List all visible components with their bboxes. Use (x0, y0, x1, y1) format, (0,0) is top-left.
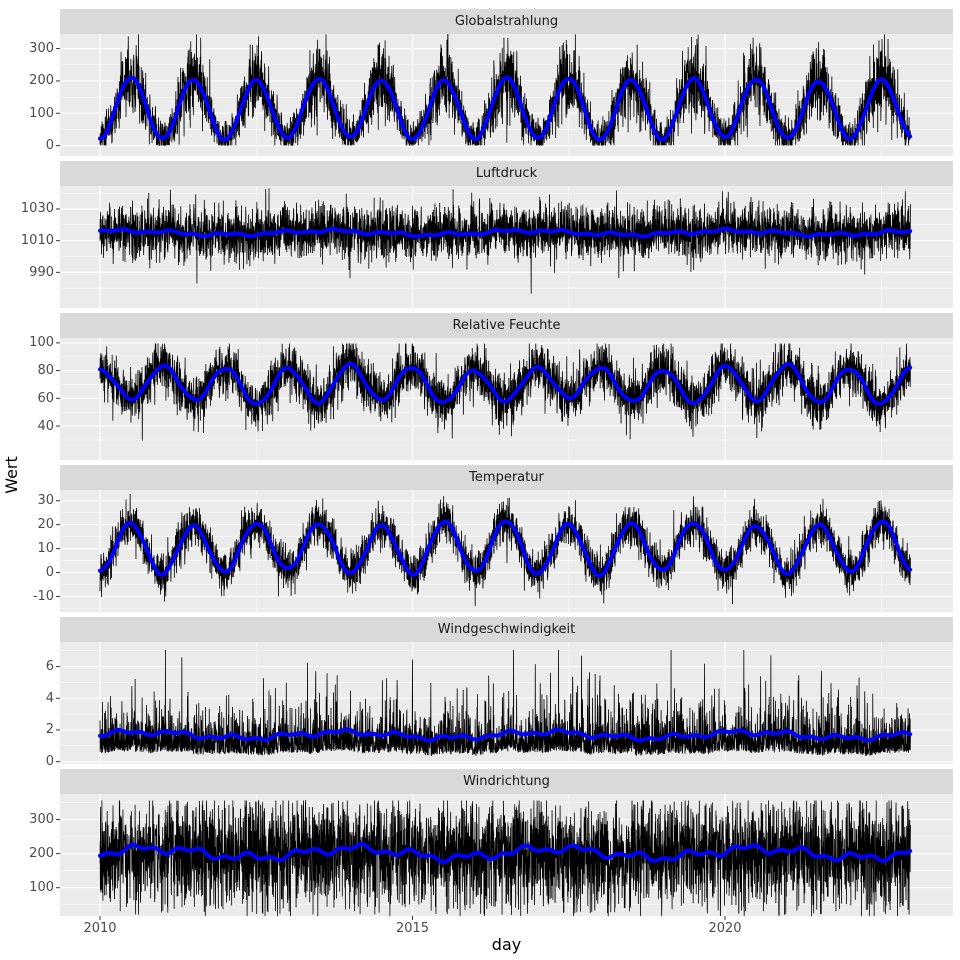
y-tick-label: 4 (45, 690, 54, 706)
facet-strip-label: Globalstrahlung (454, 14, 559, 29)
y-axis-title: Wert (2, 456, 21, 494)
y-tick-label: 300 (29, 41, 54, 57)
y-tick-label: 6 (45, 659, 54, 675)
y-tick-label: 20 (37, 517, 54, 533)
facet-strip-label: Windrichtung (463, 774, 550, 789)
y-tick-label: 0 (45, 754, 54, 770)
y-tick-label: 990 (29, 264, 54, 280)
facet-strip-label: Windgeschwindigkeit (437, 622, 576, 637)
y-tick-label: 30 (37, 493, 54, 509)
y-tick-label: 200 (29, 73, 54, 89)
facet-strip-label: Luftdruck (475, 166, 538, 181)
y-tick-label: 10 (37, 541, 54, 557)
y-tick-label: 2 (45, 722, 54, 738)
y-tick-label: 100 (29, 880, 54, 896)
x-axis-title: day (491, 935, 522, 954)
y-tick-label: 100 (29, 105, 54, 121)
y-tick-label: 0 (45, 138, 54, 154)
x-tick-label: 2015 (395, 921, 430, 936)
facet-strip-2: Relative Feuchte (60, 313, 953, 338)
facet-strip-label: Relative Feuchte (452, 318, 561, 333)
y-tick-label: 80 (37, 363, 54, 379)
facet-strip-3: Temperatur (60, 465, 953, 490)
y-tick-label: 1030 (20, 201, 54, 217)
x-tick-label: 2010 (83, 921, 117, 936)
facet-strip-0: Globalstrahlung (60, 9, 953, 34)
y-tick-label: 40 (37, 418, 54, 434)
facet-strip-5: Windrichtung (60, 769, 953, 794)
y-tick-label: 60 (37, 390, 54, 406)
y-tick-label: 300 (29, 812, 54, 828)
facet-strip-label: Temperatur (469, 470, 544, 485)
y-tick-label: 1010 (20, 233, 54, 249)
y-tick-label: -10 (32, 588, 54, 604)
facet-strip-4: Windgeschwindigkeit (60, 617, 953, 642)
y-tick-label: 200 (29, 846, 54, 862)
facet-strip-1: Luftdruck (60, 161, 953, 186)
y-tick-label: 0 (45, 565, 54, 581)
x-tick-label: 2020 (708, 921, 742, 936)
y-tick-label: 100 (29, 335, 54, 351)
